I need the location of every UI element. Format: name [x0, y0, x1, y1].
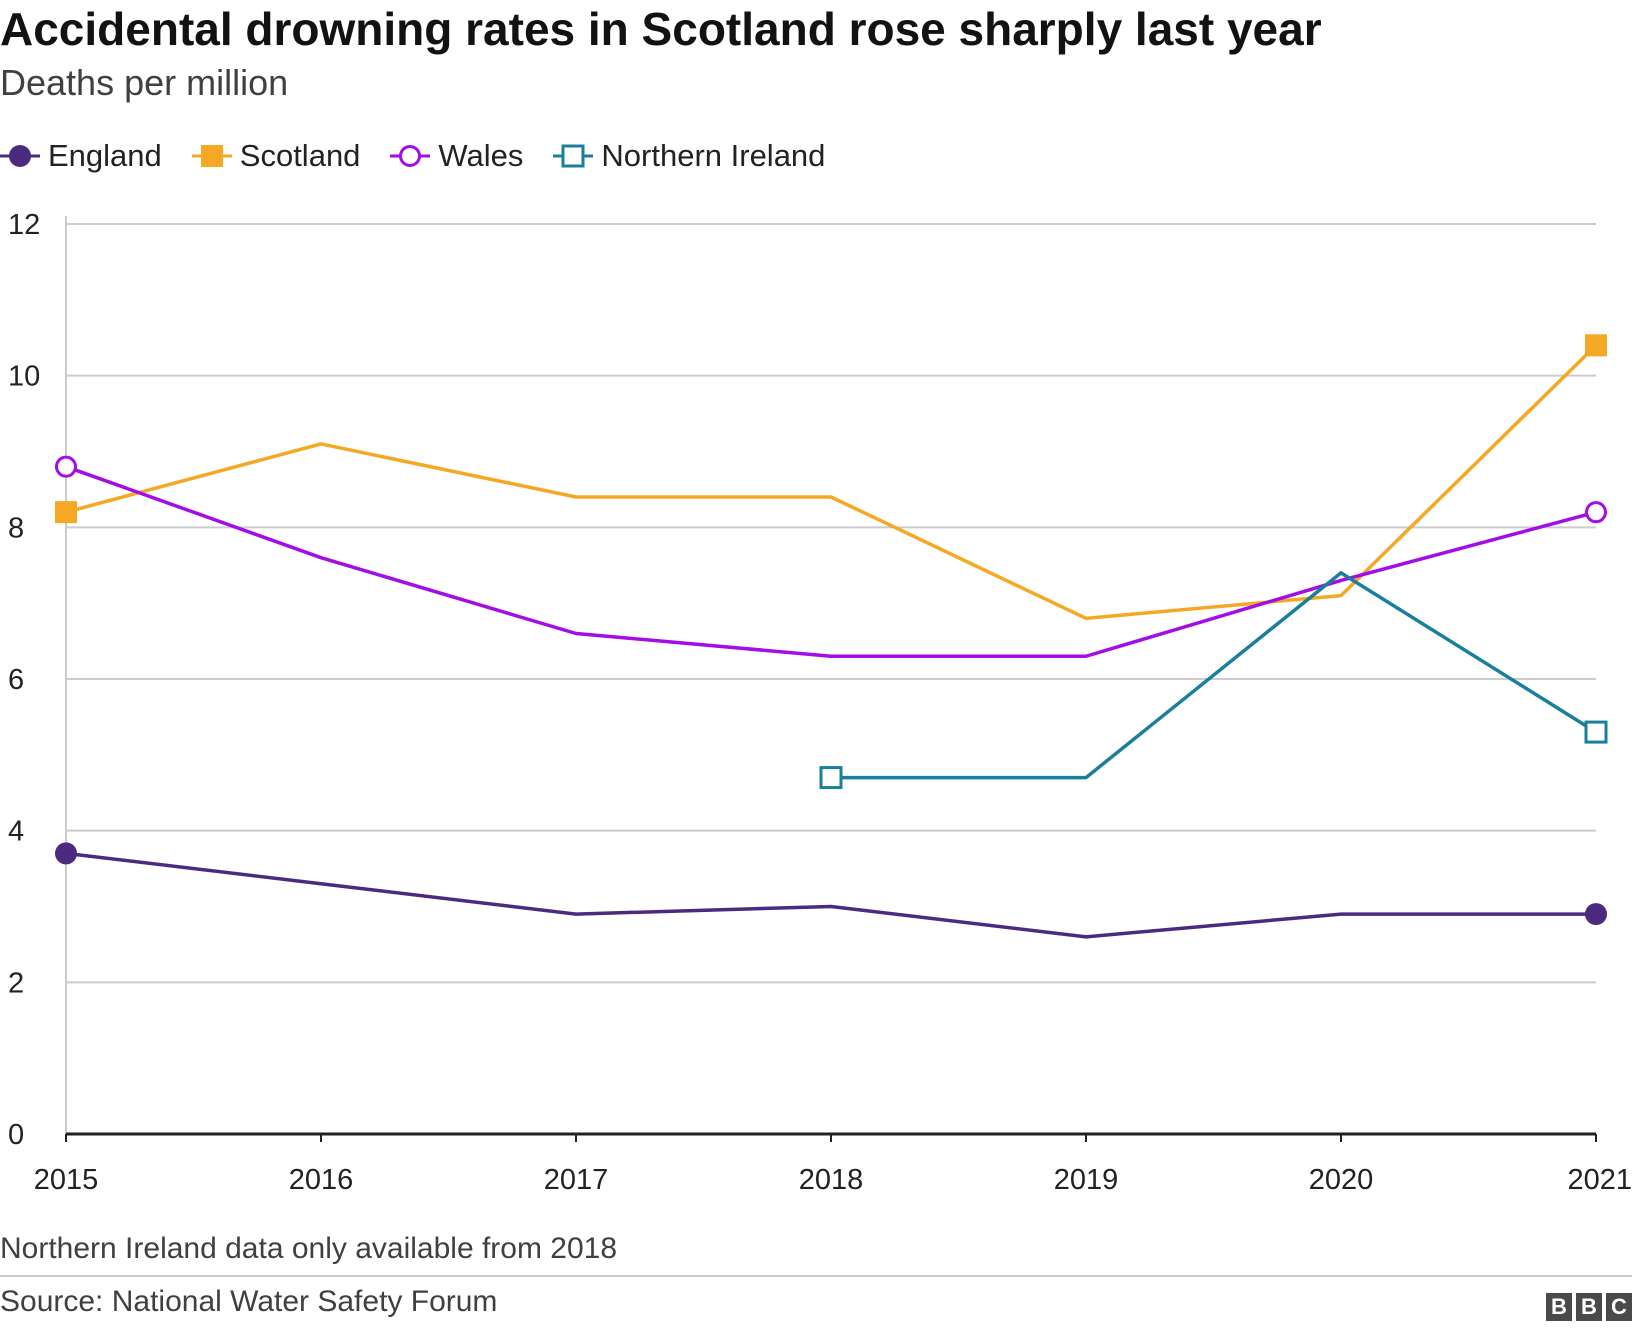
y-tick-label: 0: [8, 1119, 24, 1151]
legend-item-wales: Wales: [390, 138, 523, 174]
y-tick-label: 2: [8, 967, 24, 999]
data-point-scotland: [1585, 334, 1607, 357]
x-tick-label: 2020: [1309, 1164, 1374, 1196]
data-point-northern-ireland: [1584, 720, 1608, 744]
data-point-england: [1585, 903, 1607, 926]
series-line-northern-ireland: [829, 571, 1598, 780]
legend-label-england: England: [48, 138, 162, 173]
footer-divider: [0, 1275, 1632, 1277]
open-circle-marker-icon: [390, 145, 431, 167]
chart-subtitle: Deaths per million: [0, 62, 289, 103]
x-tick-label: 2019: [1054, 1164, 1119, 1196]
legend-item-northern-ireland: Northern Ireland: [553, 138, 825, 174]
x-tick-label: 2018: [799, 1164, 864, 1196]
chart-note: Northern Ireland data only available fro…: [0, 1232, 618, 1265]
x-tick-label: 2021: [1567, 1164, 1632, 1196]
bbc-logo-letter: C: [1606, 1293, 1632, 1321]
legend-item-england: England: [0, 138, 162, 174]
bbc-logo-letter: B: [1576, 1293, 1602, 1321]
x-tick-label: 2015: [34, 1164, 99, 1196]
legend: England Scotland Wales Northern Ireland: [0, 136, 855, 176]
open-square-marker-icon: [553, 144, 594, 168]
x-tick-label: 2016: [289, 1164, 354, 1196]
source-text: Source: National Water Safety Forum: [0, 1285, 498, 1318]
x-tick-label: 2017: [544, 1164, 609, 1196]
data-point-england: [55, 842, 77, 865]
y-tick-label: 10: [8, 361, 40, 393]
data-point-wales: [55, 455, 77, 478]
chart-title: Accidental drowning rates in Scotland ro…: [0, 3, 1322, 55]
data-point-northern-ireland: [819, 766, 843, 790]
legend-label-northern-ireland: Northern Ireland: [601, 138, 826, 173]
filled-circle-marker-icon: [0, 145, 40, 167]
legend-label-scotland: Scotland: [239, 138, 361, 173]
data-point-scotland: [55, 501, 77, 524]
legend-item-scotland: Scotland: [191, 138, 361, 174]
data-point-wales: [1585, 501, 1607, 524]
legend-label-wales: Wales: [438, 138, 524, 173]
y-tick-label: 6: [8, 664, 24, 696]
y-tick-label: 12: [8, 209, 40, 241]
bbc-logo: B B C: [1542, 1293, 1632, 1321]
series-line-england: [64, 851, 1598, 939]
filled-square-marker-icon: [191, 145, 232, 167]
y-tick-label: 4: [8, 816, 24, 848]
series-line-wales: [64, 464, 1598, 658]
y-tick-label: 8: [8, 512, 24, 544]
bbc-logo-letter: B: [1546, 1293, 1572, 1321]
line-chart: 0 2 4 6 8 10 12 2015 2016 2017 2018 2019 2020 2021: [8, 209, 1632, 1196]
series-line-scotland: [64, 343, 1598, 621]
